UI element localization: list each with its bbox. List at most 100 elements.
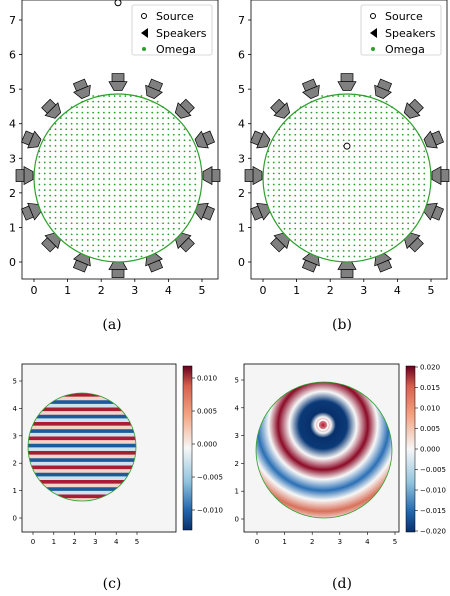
omega-point (364, 167, 367, 169)
omega-point (310, 122, 313, 125)
omega-point (113, 200, 116, 203)
domain-boundary (255, 381, 393, 519)
omega-point (369, 200, 372, 203)
omega-point (124, 144, 127, 147)
wave-stripe (28, 469, 136, 474)
omega-point (167, 216, 170, 219)
omega-point (321, 189, 324, 191)
omega-point (396, 211, 399, 214)
omega-point (380, 172, 383, 175)
omega-point (70, 222, 73, 225)
omega-point (374, 122, 377, 125)
omega-point (348, 200, 350, 203)
omega-point (124, 178, 127, 180)
omega-point (135, 100, 138, 103)
omega-point (331, 227, 334, 230)
omega-point (358, 216, 361, 219)
omega-point (76, 161, 78, 164)
speaker (270, 98, 291, 119)
omega-point (129, 227, 132, 230)
omega-point (183, 205, 186, 208)
omega-point (369, 205, 372, 208)
omega-point (70, 178, 73, 180)
omega-point (391, 178, 393, 180)
omega-point (321, 117, 324, 120)
wave-stripe (28, 393, 136, 398)
omega-point (305, 227, 307, 230)
omega-point (59, 144, 62, 147)
omega-point (321, 172, 324, 175)
omega-point (151, 133, 154, 136)
omega-point (288, 156, 291, 158)
omega-point (369, 95, 372, 97)
omega-point (119, 222, 121, 225)
omega-point (172, 167, 175, 169)
omega-point (70, 117, 73, 120)
omega-point (172, 200, 175, 203)
omega-point (315, 161, 318, 164)
omega-point (113, 211, 116, 214)
omega-point (97, 194, 100, 197)
speaker (41, 98, 62, 119)
omega-point (167, 205, 170, 208)
wave-stripe (28, 472, 136, 477)
omega-point (412, 150, 415, 153)
speaker (108, 260, 128, 278)
omega-point (81, 227, 84, 230)
omega-point (65, 156, 68, 158)
omega-point (326, 133, 329, 136)
x-tick-label: 2 (310, 538, 314, 546)
omega-point (145, 150, 148, 153)
omega-point (385, 161, 388, 164)
panel-label: (a) (102, 317, 121, 333)
omega-point (331, 211, 334, 214)
omega-point (151, 144, 154, 147)
omega-point (162, 233, 164, 236)
omega-point (364, 183, 367, 186)
omega-point (374, 178, 377, 180)
omega-point (337, 150, 340, 153)
omega-point (348, 183, 350, 186)
omega-point (183, 144, 186, 147)
omega-point (364, 238, 367, 241)
omega-point (102, 122, 105, 125)
omega-point (97, 250, 100, 252)
omega-point (124, 111, 127, 114)
omega-point (86, 161, 89, 164)
omega-point (337, 255, 340, 258)
omega-point (358, 178, 361, 180)
omega-point (70, 161, 73, 164)
omega-point (401, 222, 404, 225)
legend: Source Speakers Omega (360, 4, 442, 56)
omega-point (49, 161, 52, 164)
omega-point (391, 183, 393, 186)
omega-point (385, 150, 388, 153)
omega-point (401, 144, 404, 147)
y-tick-label: 2 (235, 460, 239, 468)
omega-point (342, 167, 345, 169)
omega-point (348, 238, 350, 241)
omega-point (369, 106, 372, 109)
omega-point (310, 244, 313, 247)
omega-point (418, 172, 420, 175)
omega-point (140, 205, 143, 208)
omega-point (129, 189, 132, 191)
omega-point (321, 133, 324, 136)
omega-point (81, 200, 84, 203)
omega-point (364, 222, 367, 225)
omega-point (310, 250, 313, 252)
omega-point (38, 189, 41, 191)
omega-point (380, 133, 383, 136)
omega-point (331, 122, 334, 125)
omega-point (97, 161, 100, 164)
y-tick-label: 1 (238, 221, 245, 234)
omega-point (97, 205, 100, 208)
omega-point (102, 167, 105, 169)
omega-point (156, 139, 159, 142)
omega-point (369, 100, 372, 103)
omega-point (43, 172, 46, 175)
omega-point (97, 100, 100, 103)
x-tick-label: 4 (365, 538, 370, 546)
omega-point (337, 227, 340, 230)
omega-point (119, 227, 121, 230)
